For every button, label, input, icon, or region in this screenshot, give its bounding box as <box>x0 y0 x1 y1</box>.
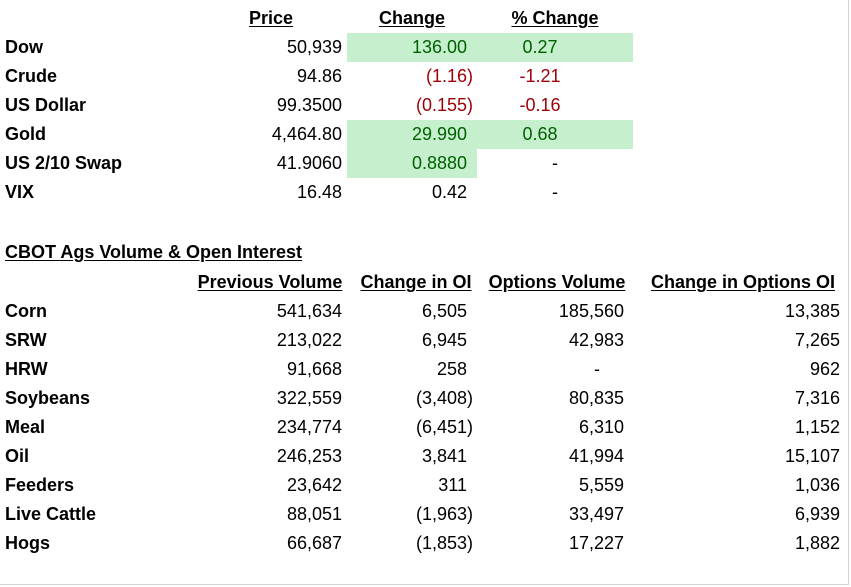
row-label: VIX <box>5 182 35 202</box>
options-volume-cell: 17,227 <box>568 533 624 553</box>
price-cell: 41.9060 <box>276 153 342 173</box>
market-row-us-dollar: US Dollar 99.3500 (0.155) -0.16 <box>0 91 851 120</box>
row-label: Crude <box>5 66 58 86</box>
change-oi-cell: 311 <box>438 475 467 495</box>
row-label: Hogs <box>5 533 50 553</box>
market-header-row: Price Change % Change <box>0 4 851 33</box>
pct-change-cell: 0.27 <box>477 33 633 62</box>
change-oi-cell: 3,841 <box>421 446 467 466</box>
change-options-oi-cell: 1,152 <box>794 417 840 437</box>
cbot-row-srw: SRW 213,022 6,945 42,983 7,265 <box>0 326 851 355</box>
options-volume-header: Options Volume <box>488 272 626 292</box>
change-options-oi-cell: 7,265 <box>794 330 840 350</box>
row-label: Meal <box>5 417 46 437</box>
market-row-us-2-10-swap: US 2/10 Swap 41.9060 0.8880 - <box>0 149 851 178</box>
options-volume-cell: 185,560 <box>558 301 624 321</box>
pct-change-cell: -0.16 <box>519 95 561 115</box>
prev-volume-cell: 234,774 <box>276 417 342 437</box>
price-header: Price <box>248 8 294 28</box>
options-volume-cell: 42,983 <box>568 330 624 350</box>
market-row-vix: VIX 16.48 0.42 - <box>0 178 851 207</box>
row-label: US 2/10 Swap <box>5 153 123 173</box>
cbot-row-meal: Meal 234,774 (6,451) 6,310 1,152 <box>0 413 851 442</box>
row-label: US Dollar <box>5 95 87 115</box>
cbot-row-hrw: HRW 91,668 258 - 962 <box>0 355 851 384</box>
row-label: Dow <box>5 37 43 57</box>
row-label: SRW <box>5 330 47 350</box>
pct-change-header: % Change <box>511 8 599 28</box>
row-label: Live Cattle <box>5 504 97 524</box>
change-cell: 0.42 <box>431 182 467 202</box>
options-volume-cell: 41,994 <box>568 446 624 466</box>
prev-volume-cell: 246,253 <box>276 446 342 466</box>
change-options-oi-cell: 1,036 <box>794 475 840 495</box>
cbot-row-feeders: Feeders 23,642 311 5,559 1,036 <box>0 471 851 500</box>
cbot-row-live-cattle: Live Cattle 88,051 (1,963) 33,497 6,939 <box>0 500 851 529</box>
cbot-header-row: Previous Volume Change in OI Options Vol… <box>0 268 851 297</box>
prev-volume-cell: 213,022 <box>276 330 342 350</box>
prev-volume-cell: 541,634 <box>276 301 342 321</box>
change-options-oi-cell: 962 <box>809 359 840 379</box>
prev-volume-cell: 91,668 <box>286 359 342 379</box>
prev-volume-cell: 88,051 <box>286 504 342 524</box>
change-options-oi-cell: 6,939 <box>794 504 840 524</box>
change-oi-cell: 258 <box>436 359 467 379</box>
change-oi-cell: 6,505 <box>421 301 467 321</box>
row-label: Oil <box>5 446 30 466</box>
row-label: Soybeans <box>5 388 91 408</box>
change-options-oi-cell: 15,107 <box>784 446 840 466</box>
price-cell: 94.86 <box>296 66 342 86</box>
change-options-oi-header: Change in Options OI <box>651 272 835 292</box>
prev-volume-cell: 23,642 <box>286 475 342 495</box>
change-cell: 136.00 <box>347 33 477 62</box>
change-header: Change <box>378 8 445 28</box>
change-options-oi-cell: 7,316 <box>794 388 840 408</box>
change-options-oi-cell: 1,882 <box>794 533 840 553</box>
change-cell: (0.155) <box>415 95 473 115</box>
pct-change-cell: - <box>552 182 558 202</box>
change-cell: 0.8880 <box>347 149 477 178</box>
change-oi-cell: 6,945 <box>421 330 467 350</box>
price-cell: 4,464.80 <box>271 124 342 144</box>
options-volume-cell: 6,310 <box>578 417 624 437</box>
price-cell: 16.48 <box>296 182 342 202</box>
change-cell: 29.990 <box>347 120 477 149</box>
row-label: Gold <box>5 124 46 144</box>
prev-volume-header: Previous Volume <box>197 272 343 292</box>
price-cell: 50,939 <box>286 37 342 57</box>
cbot-row-corn: Corn 541,634 6,505 185,560 13,385 <box>0 297 851 326</box>
change-oi-cell: (6,451) <box>415 417 473 437</box>
pct-change-cell: - <box>552 153 558 173</box>
options-volume-cell: 80,835 <box>568 388 624 408</box>
cbot-title-row: CBOT Ags Volume & Open Interest <box>0 238 851 267</box>
section-title: CBOT Ags Volume & Open Interest <box>5 242 303 262</box>
change-options-oi-cell: 13,385 <box>784 301 840 321</box>
row-label: Feeders <box>5 475 75 495</box>
change-oi-header: Change in OI <box>360 272 472 292</box>
cbot-row-hogs: Hogs 66,687 (1,853) 17,227 1,882 <box>0 529 851 558</box>
market-row-crude: Crude 94.86 (1.16) -1.21 <box>0 62 851 91</box>
price-cell: 99.3500 <box>276 95 342 115</box>
cbot-row-soybeans: Soybeans 322,559 (3,408) 80,835 7,316 <box>0 384 851 413</box>
prev-volume-cell: 322,559 <box>276 388 342 408</box>
market-row-gold: Gold 4,464.80 29.990 0.68 <box>0 120 851 149</box>
change-oi-cell: (1,853) <box>415 533 473 553</box>
change-cell: (1.16) <box>425 66 473 86</box>
options-volume-cell: 5,559 <box>578 475 624 495</box>
change-oi-cell: (3,408) <box>415 388 473 408</box>
options-volume-cell: - <box>594 359 600 379</box>
prev-volume-cell: 66,687 <box>286 533 342 553</box>
market-row-dow: Dow 50,939 136.00 0.27 <box>0 33 851 62</box>
change-oi-cell: (1,963) <box>415 504 473 524</box>
pct-change-cell: 0.68 <box>477 120 633 149</box>
cbot-row-oil: Oil 246,253 3,841 41,994 15,107 <box>0 442 851 471</box>
pct-change-cell: -1.21 <box>519 66 561 86</box>
row-label: HRW <box>5 359 48 379</box>
options-volume-cell: 33,497 <box>568 504 624 524</box>
row-label: Corn <box>5 301 47 321</box>
